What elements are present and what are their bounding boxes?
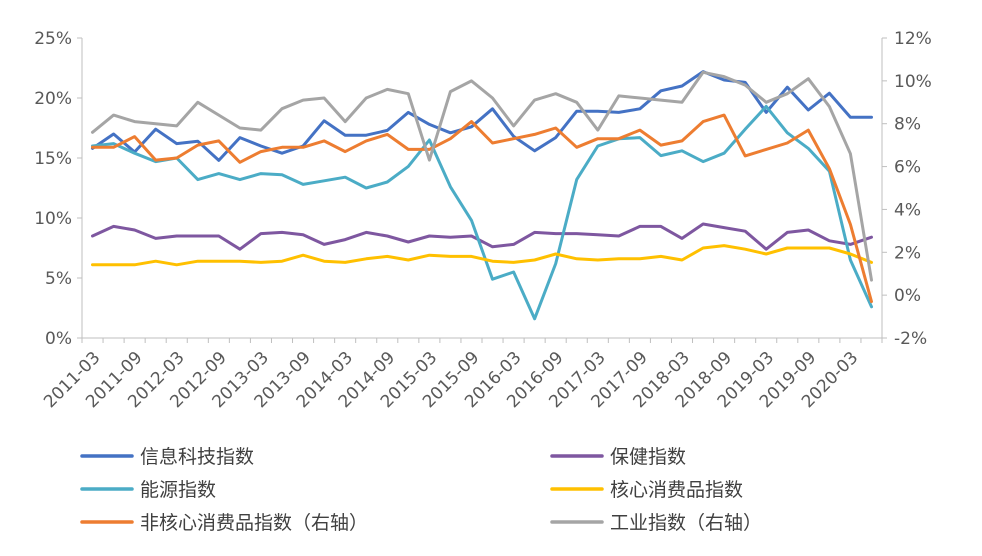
left-y-tick-label: 20% xyxy=(34,89,72,109)
right-y-tick-label: 12% xyxy=(894,29,932,49)
right-y-tick-label: 2% xyxy=(894,243,921,263)
left-y-tick-label: 25% xyxy=(34,29,72,49)
left-y-tick-label: 10% xyxy=(34,209,72,229)
right-y-tick-label: 4% xyxy=(894,200,921,220)
right-y-tick-label: 8% xyxy=(894,115,921,135)
legend-label-6: 工业指数（右轴） xyxy=(610,512,762,534)
right-y-tick-label: -2% xyxy=(894,329,927,349)
right-y-tick-label: 0% xyxy=(894,286,921,306)
left-y-tick-label: 5% xyxy=(45,269,72,289)
series-line-4 xyxy=(91,244,873,267)
legend-label-3: 能源指数 xyxy=(140,479,216,501)
legend-label-4: 核心消费品指数 xyxy=(610,479,743,501)
series-line-2 xyxy=(91,222,873,251)
series-line-6 xyxy=(91,70,873,282)
left-y-tick-label: 15% xyxy=(34,149,72,169)
right-y-tick-label: 6% xyxy=(894,158,921,178)
series-line-5 xyxy=(91,113,873,304)
series-line-3 xyxy=(91,104,873,321)
left-y-tick-label: 0% xyxy=(45,329,72,349)
right-y-tick-label: 10% xyxy=(894,72,932,92)
legend-label-2: 保健指数 xyxy=(610,446,686,468)
series-layer xyxy=(91,70,873,321)
legend-label-5: 非核心消费品指数（右轴） xyxy=(140,512,368,534)
series-line-1 xyxy=(91,70,873,162)
legend-label-1: 信息科技指数 xyxy=(140,446,254,468)
